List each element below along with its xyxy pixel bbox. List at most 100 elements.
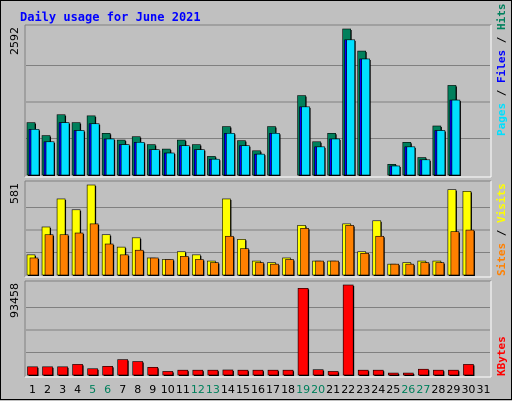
legend-entry: KBytes [495, 336, 508, 376]
chart-title: Daily usage for June 2021 [20, 10, 201, 24]
bar-kbytes-day-6 [102, 366, 113, 376]
bar-kbytes-day-2 [42, 366, 53, 376]
bar-pages-day-23 [361, 58, 371, 176]
day-label-7: 7 [119, 383, 126, 396]
y-max-label: 2592 [8, 27, 21, 55]
y-max-label: 93458 [8, 283, 21, 318]
bar-kbytes-day-8 [132, 361, 144, 376]
legend-entry: Visits [495, 183, 508, 223]
bar-kbytes-day-27 [418, 368, 429, 376]
legend-entry: / [495, 83, 508, 103]
bar-sites-day-10 [164, 259, 174, 276]
bar-kbytes-day-30 [463, 364, 474, 376]
legend-top: Pages / Files / Hits [495, 4, 508, 137]
bar-kbytes-day-28 [433, 369, 444, 376]
bar-sites-day-19 [300, 228, 309, 276]
day-label-8: 8 [134, 383, 141, 396]
day-label-28: 28 [431, 383, 445, 396]
day-label-26: 26 [401, 383, 415, 396]
day-label-5: 5 [89, 383, 96, 396]
bar-pages-day-4 [75, 130, 85, 176]
bar-sites-day-28 [435, 262, 445, 276]
legend-entry: Hits [495, 4, 508, 31]
bar-sites-day-23 [360, 253, 370, 276]
bar-kbytes-day-25 [387, 372, 399, 376]
legends: Pages / Files / Hits Sites / Visits KBytes [495, 4, 508, 377]
day-label-3: 3 [59, 383, 66, 396]
bar-pages-day-5 [90, 123, 100, 176]
bar-kbytes-day-17 [267, 369, 279, 376]
day-label-15: 15 [236, 383, 250, 396]
bar-kbytes-day-19 [297, 288, 309, 376]
bar-pages-day-28 [436, 130, 446, 176]
legend-middle: Sites / Visits [495, 183, 508, 276]
bar-pages-day-1 [30, 129, 40, 176]
bar-kbytes-day-26 [403, 372, 414, 376]
bar-kbytes-day-4 [72, 364, 83, 376]
day-label-31: 31 [476, 383, 490, 396]
day-label-20: 20 [311, 383, 325, 396]
day-label-13: 13 [206, 383, 220, 396]
bar-sites-day-9 [149, 257, 159, 276]
bar-kbytes-day-18 [282, 369, 294, 376]
bar-sites-day-16 [255, 262, 264, 276]
bar-kbytes-day-20 [312, 369, 324, 376]
bar-pages-day-13 [211, 158, 220, 176]
bar-kbytes-day-12 [192, 369, 204, 376]
bar-pages-day-19 [301, 106, 310, 176]
bar-pages-day-12 [196, 149, 205, 176]
legend-entry: / [495, 223, 508, 243]
bar-sites-day-26 [405, 263, 415, 276]
bar-sites-day-4 [74, 232, 84, 276]
bar-pages-day-25 [391, 165, 401, 176]
day-label-9: 9 [149, 383, 156, 396]
bar-sites-day-30 [465, 229, 475, 276]
day-label-29: 29 [446, 383, 460, 396]
bar-sites-day-24 [375, 235, 385, 276]
day-label-21: 21 [326, 383, 340, 396]
day-label-2: 2 [44, 383, 51, 396]
bar-kbytes-day-24 [372, 369, 384, 376]
day-label-24: 24 [371, 383, 385, 396]
day-label-18: 18 [281, 383, 295, 396]
day-label-23: 23 [356, 383, 370, 396]
day-label-27: 27 [416, 383, 430, 396]
bar-kbytes-day-14 [222, 369, 234, 376]
legend-bottom: KBytes [495, 336, 508, 376]
bar-kbytes-day-9 [147, 366, 159, 376]
y-max-label: 581 [8, 183, 21, 204]
legend-entry: Sites [495, 243, 508, 276]
bar-sites-day-2 [44, 234, 54, 276]
bar-kbytes-day-29 [448, 369, 459, 376]
bar-sites-day-8 [134, 249, 144, 276]
bar-kbytes-day-11 [177, 369, 189, 376]
panel-kbytes: 93458 [8, 280, 492, 378]
bar-sites-day-1 [29, 257, 39, 276]
bar-sites-day-20 [315, 260, 324, 276]
bar-sites-day-14 [225, 235, 234, 276]
day-label-22: 22 [341, 383, 355, 396]
day-label-16: 16 [251, 383, 265, 396]
bar-sites-day-15 [240, 248, 249, 276]
bar-sites-day-18 [285, 259, 294, 276]
bar-kbytes-day-22 [342, 284, 354, 376]
panel-background [25, 281, 491, 377]
bar-kbytes-day-7 [117, 359, 128, 376]
bar-sites-day-27 [420, 262, 430, 276]
day-label-25: 25 [386, 383, 400, 396]
bar-pages-day-21 [331, 138, 340, 176]
bar-pages-day-6 [105, 138, 115, 176]
day-label-12: 12 [191, 383, 205, 396]
bar-pages-day-14 [226, 133, 235, 176]
bar-pages-day-8 [135, 142, 145, 176]
bar-kbytes-day-13 [207, 369, 219, 376]
bar-sites-day-21 [330, 260, 339, 276]
bar-pages-day-9 [150, 149, 160, 176]
day-labels: 1 2 3 4 5 6 7 8 9 10 11 12 13 14 15 16 17 18 19 20 21 22 23 24 2… [29, 383, 490, 396]
bar-sites-day-25 [390, 263, 400, 276]
bar-sites-day-11 [180, 256, 189, 276]
bar-pages-day-7 [120, 144, 130, 176]
bar-kbytes-day-1 [27, 366, 38, 376]
bar-pages-day-27 [421, 159, 431, 176]
